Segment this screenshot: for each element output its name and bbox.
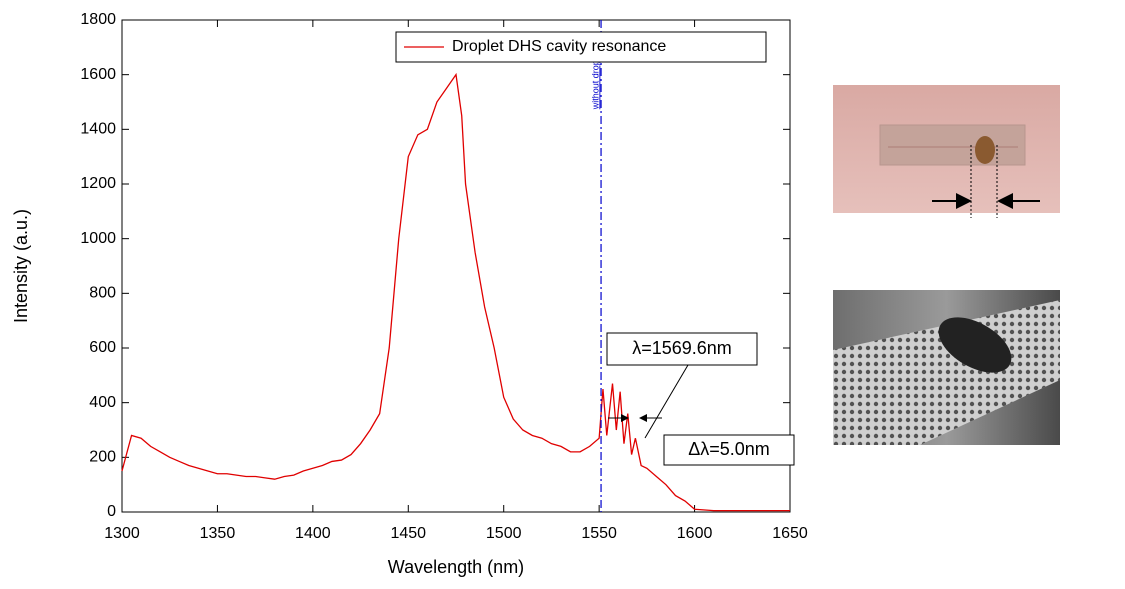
photo-top [833, 85, 1060, 218]
y-tick-label: 600 [89, 339, 116, 356]
annotation: λ=1569.6nm [632, 338, 732, 358]
annotation-leader [644, 364, 689, 439]
photo-bottom [833, 290, 1060, 445]
y-tick-label: 1600 [80, 66, 116, 83]
y-axis-label: Intensity (a.u.) [11, 209, 31, 323]
x-tick-label: 1350 [200, 525, 236, 542]
x-tick-label: 1550 [581, 525, 617, 542]
y-tick-label: 1000 [80, 230, 116, 247]
legend-label: Droplet DHS cavity resonance [452, 38, 666, 55]
x-axis-label: Wavelength (nm) [388, 557, 524, 577]
x-tick-label: 1500 [486, 525, 522, 542]
y-tick-label: 400 [89, 394, 116, 411]
annotation-box [606, 332, 758, 366]
annotation-box [663, 434, 795, 466]
annotation: Δλ=5.0nm [688, 439, 770, 459]
x-tick-label: 1600 [677, 525, 713, 542]
y-tick-label: 1200 [80, 175, 116, 192]
x-tick-label: 1650 [772, 525, 808, 542]
y-tick-label: 800 [89, 285, 116, 302]
y-tick-label: 1800 [80, 11, 116, 28]
plot-frame [121, 19, 791, 513]
y-tick-label: 200 [89, 449, 116, 466]
y-tick-label: 1400 [80, 121, 116, 138]
y-tick-label: 0 [107, 503, 116, 520]
series-line [121, 72, 790, 512]
x-tick-label: 1450 [390, 525, 426, 542]
x-tick-label: 1400 [295, 525, 331, 542]
legend-box [395, 31, 767, 63]
reference-label: without droplet [590, 50, 600, 110]
x-tick-label: 1300 [104, 525, 140, 542]
